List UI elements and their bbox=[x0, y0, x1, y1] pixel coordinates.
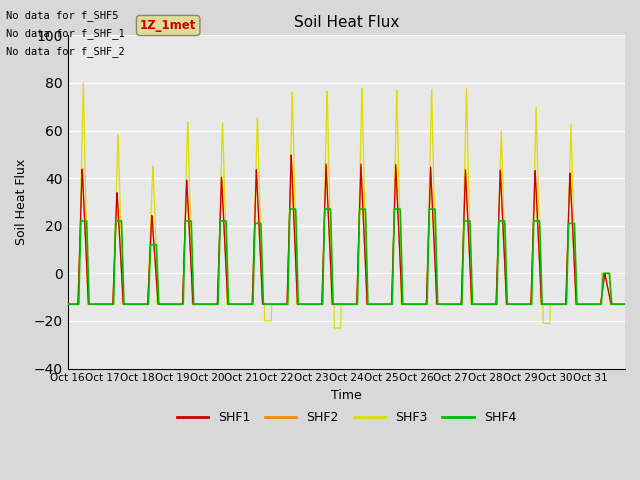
SHF2 bbox=[546, 301, 554, 307]
SHF4 bbox=[515, 301, 522, 307]
SHF2 bbox=[380, 301, 388, 307]
SHF2 bbox=[515, 301, 522, 307]
SHF3 bbox=[380, 301, 388, 307]
SHF1 bbox=[64, 301, 72, 307]
SHF1 bbox=[287, 152, 295, 158]
SHF3 bbox=[240, 301, 248, 307]
SHF4 bbox=[546, 301, 554, 307]
SHF2 bbox=[64, 301, 72, 307]
SHF4 bbox=[380, 301, 388, 307]
SHF1 bbox=[515, 301, 522, 307]
SHF2 bbox=[287, 155, 295, 160]
SHF3 bbox=[621, 301, 629, 307]
SHF4 bbox=[239, 301, 247, 307]
Text: No data for f_SHF_1: No data for f_SHF_1 bbox=[6, 28, 125, 39]
SHF3 bbox=[330, 325, 338, 331]
Legend: SHF1, SHF2, SHF3, SHF4: SHF1, SHF2, SHF3, SHF4 bbox=[172, 406, 521, 429]
SHF3 bbox=[614, 301, 621, 307]
SHF2 bbox=[120, 300, 127, 306]
SHF4 bbox=[613, 301, 621, 307]
Line: SHF3: SHF3 bbox=[68, 83, 625, 328]
SHF1 bbox=[380, 301, 388, 307]
SHF4 bbox=[64, 301, 72, 307]
SHF1 bbox=[613, 301, 621, 307]
SHF1 bbox=[120, 300, 127, 306]
Line: SHF1: SHF1 bbox=[68, 155, 625, 304]
SHF3 bbox=[546, 321, 554, 326]
SHF2 bbox=[239, 301, 247, 307]
SHF1 bbox=[239, 301, 247, 307]
Line: SHF4: SHF4 bbox=[68, 209, 625, 304]
SHF4 bbox=[120, 275, 127, 281]
Line: SHF2: SHF2 bbox=[68, 157, 625, 304]
SHF3 bbox=[515, 301, 522, 307]
SHF4 bbox=[286, 206, 294, 212]
Title: Soil Heat Flux: Soil Heat Flux bbox=[294, 15, 399, 30]
Text: 1Z_1met: 1Z_1met bbox=[140, 19, 196, 32]
Y-axis label: Soil Heat Flux: Soil Heat Flux bbox=[15, 159, 28, 245]
SHF2 bbox=[621, 301, 629, 307]
SHF1 bbox=[621, 301, 629, 307]
SHF3 bbox=[64, 301, 72, 307]
SHF1 bbox=[546, 301, 554, 307]
Text: No data for f_SHF5: No data for f_SHF5 bbox=[6, 10, 119, 21]
SHF2 bbox=[613, 301, 621, 307]
Text: No data for f_SHF_2: No data for f_SHF_2 bbox=[6, 46, 125, 57]
SHF3 bbox=[120, 301, 127, 307]
SHF4 bbox=[621, 301, 629, 307]
SHF3 bbox=[79, 80, 87, 86]
X-axis label: Time: Time bbox=[331, 389, 362, 402]
